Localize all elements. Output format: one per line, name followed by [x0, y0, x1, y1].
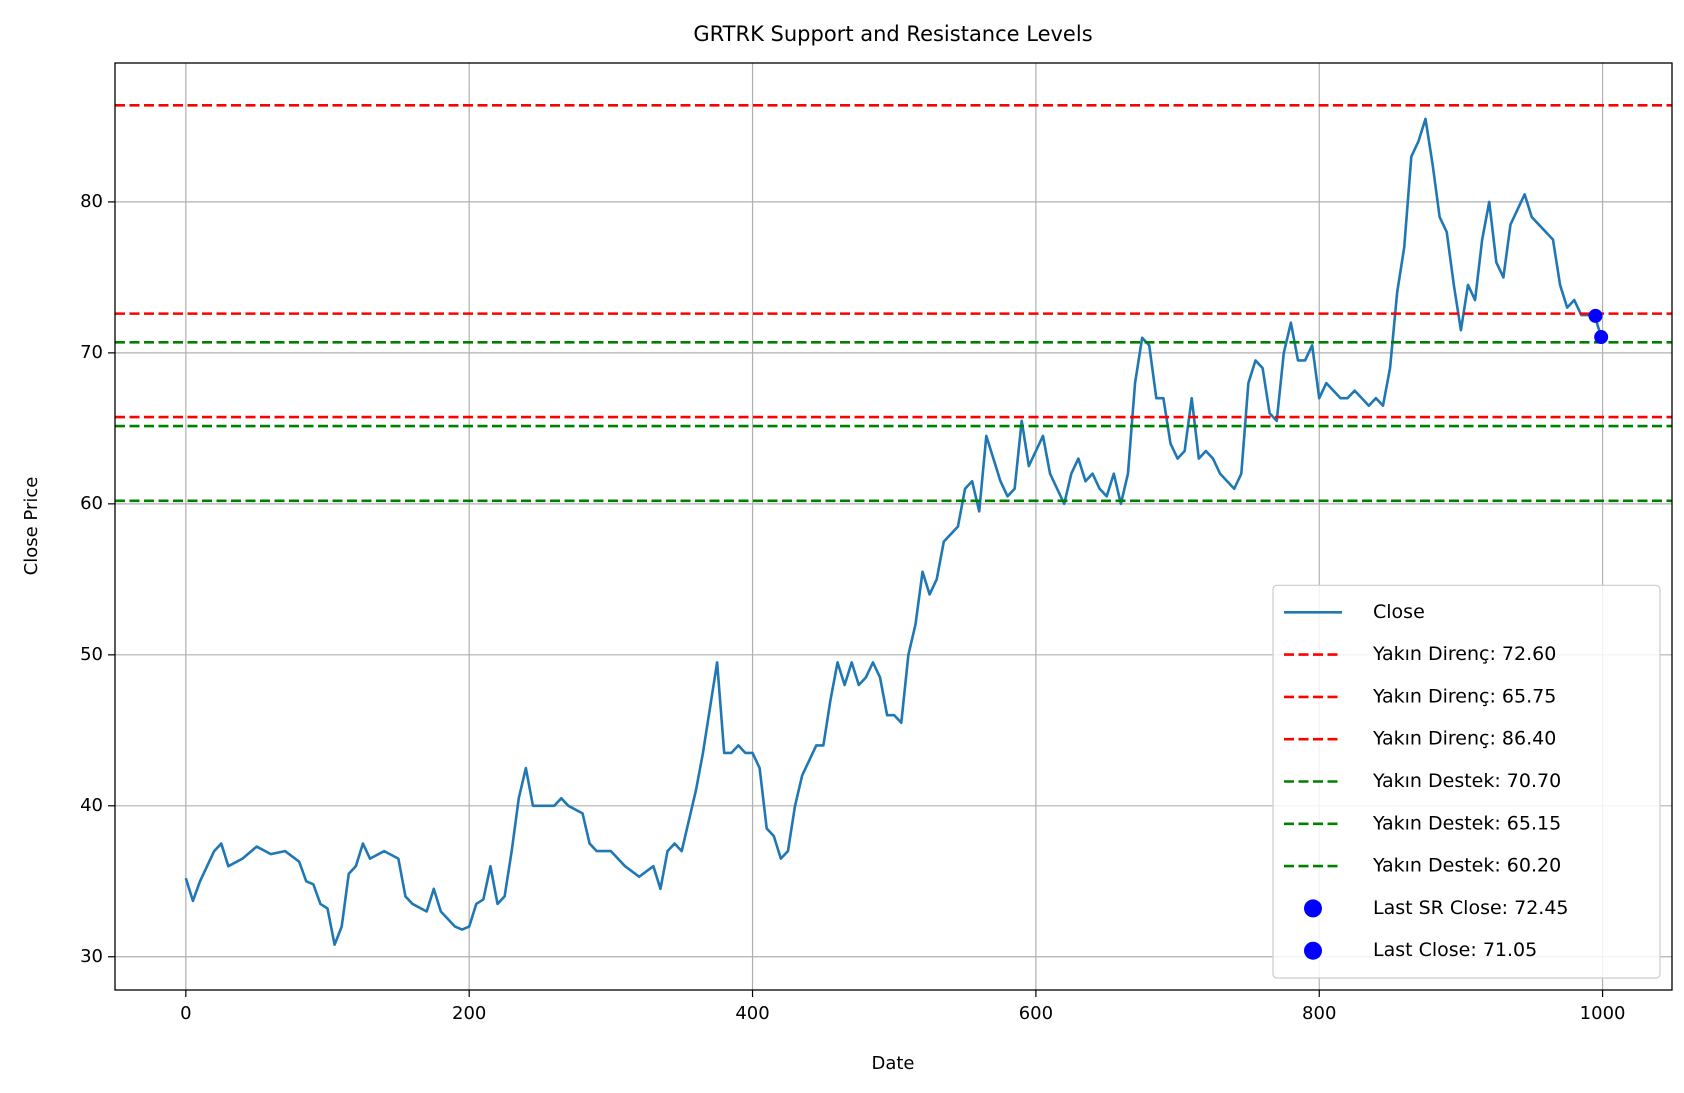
x-tick-label: 0 [180, 1003, 191, 1024]
x-tick-label: 1000 [1580, 1003, 1626, 1024]
x-tick-label: 800 [1302, 1003, 1336, 1024]
legend-label: Yakın Direnç: 86.40 [1372, 728, 1556, 750]
y-tick-label: 70 [80, 342, 103, 363]
legend-label: Close [1373, 601, 1425, 623]
plot-area [115, 103, 1672, 947]
x-tick-label: 200 [452, 1003, 486, 1024]
legend-label: Yakın Destek: 65.15 [1372, 812, 1561, 834]
legend-label: Last Close: 71.05 [1373, 939, 1537, 961]
y-tick-label: 40 [80, 795, 103, 816]
last-point [1594, 330, 1609, 345]
legend-label: Yakın Destek: 60.20 [1372, 855, 1561, 877]
x-tick-label: 400 [735, 1003, 769, 1024]
axes-frame [114, 62, 1673, 991]
legend-label: Last SR Close: 72.45 [1373, 897, 1569, 919]
legend-swatch [1304, 899, 1322, 918]
legend-label: Yakın Destek: 70.70 [1372, 770, 1561, 792]
x-axis-label: Date [871, 1053, 914, 1074]
legend-box [1272, 584, 1661, 979]
y-tick-label: 30 [80, 946, 103, 967]
legend-swatch [1304, 941, 1322, 960]
y-tick-label: 50 [80, 644, 103, 665]
legend-label: Yakın Direnç: 65.75 [1372, 685, 1556, 707]
chart-title: GRTRK Support and Resistance Levels [693, 22, 1092, 46]
close-line [184, 117, 1603, 947]
y-tick-label: 80 [80, 191, 103, 212]
y-axis-label: Close Price [21, 477, 42, 576]
legend-label: Yakın Direnç: 72.60 [1372, 643, 1556, 665]
last-point [1588, 308, 1603, 323]
x-tick-label: 600 [1019, 1003, 1053, 1024]
y-tick-label: 60 [80, 493, 103, 514]
